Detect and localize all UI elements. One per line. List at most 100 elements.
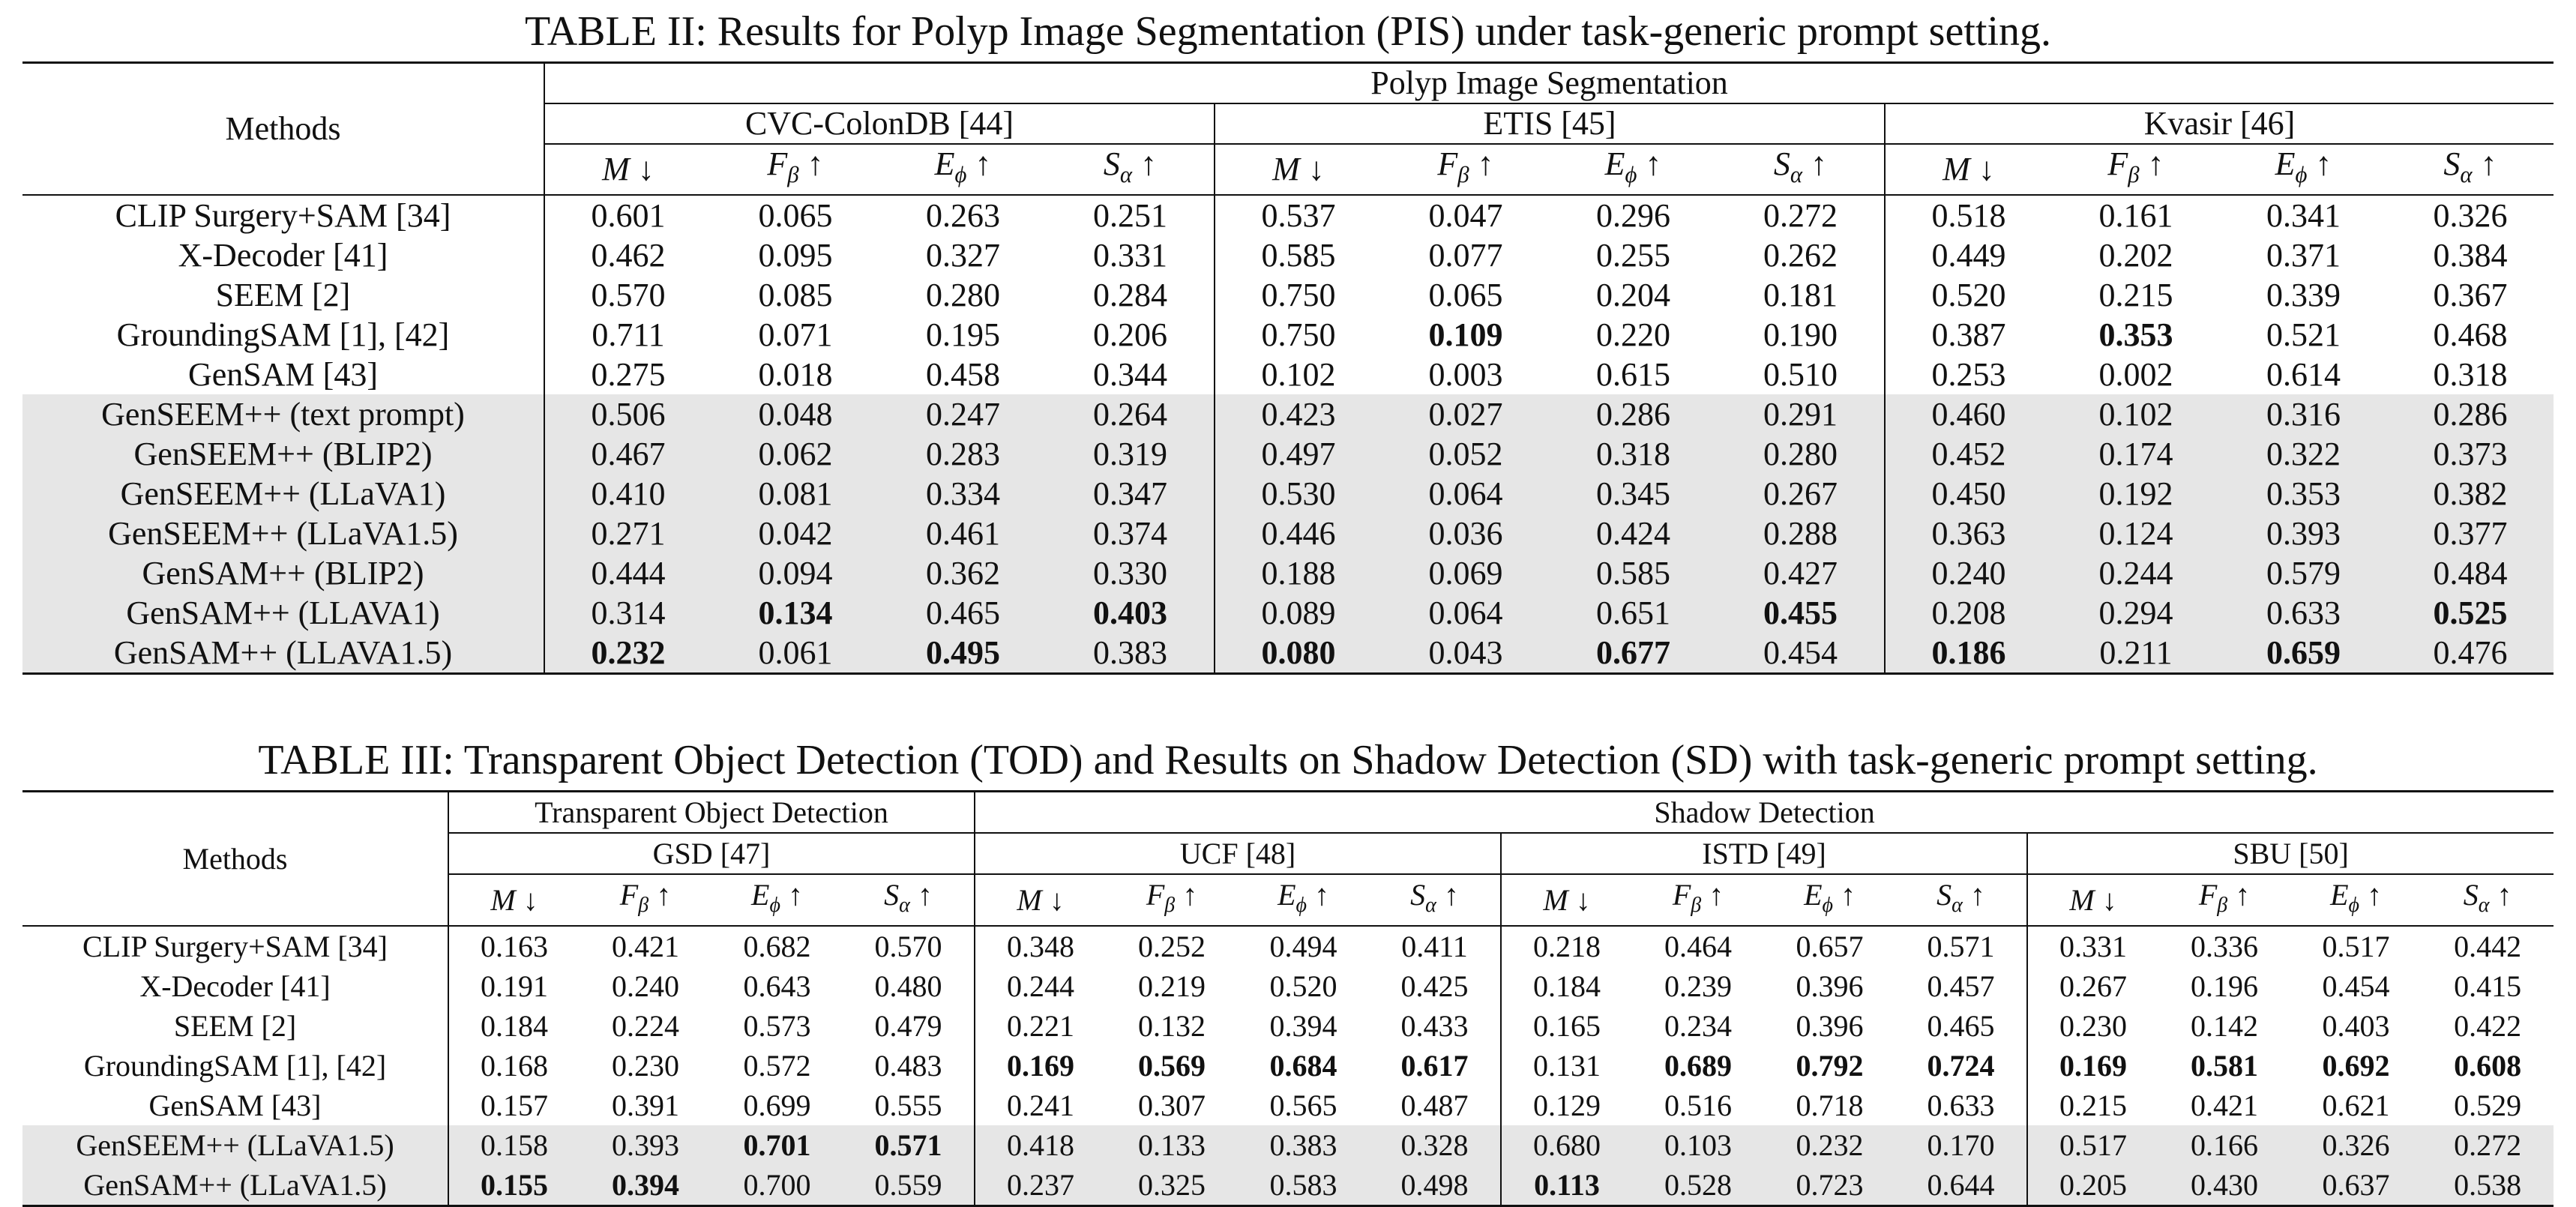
task-header: Polyp Image Segmentation: [543, 61, 2554, 104]
value-cell: 0.224: [612, 1009, 679, 1043]
method-name: GenSAM++ (LLAVA1.5): [22, 632, 544, 675]
value-cell: 0.682: [711, 925, 843, 966]
metric-header-e-phi: Eϕ ↑: [1804, 878, 1856, 917]
value-cell: 0.538: [2422, 1165, 2554, 1207]
value-cell: 0.449: [1884, 235, 2052, 275]
method-name: GenSAM++ (LLAVA1): [22, 592, 544, 633]
value-cell: 0.362: [879, 553, 1047, 593]
value-cell: 0.701: [711, 1125, 843, 1165]
value-cell: 0.373: [2387, 433, 2554, 474]
value-cell: 0.348: [974, 925, 1107, 966]
value-cell: 0.283: [879, 433, 1047, 474]
table-row: GenSAM [43] 0.275 0.018 0.458 0.344 0.102 0.00…: [22, 354, 2554, 394]
value-cell: 0.476: [2387, 632, 2554, 675]
metric-header-mae: M ↓: [1884, 144, 2052, 195]
table-3: Methods Transparent Object Detection Sha…: [22, 790, 2554, 1207]
value-cell: 0.133: [1106, 1125, 1239, 1165]
value-cell: 0.581: [2158, 1046, 2290, 1086]
value-cell: 0.391: [612, 1089, 679, 1122]
value-cell: 0.601: [544, 193, 711, 235]
value-cell: 0.383: [1238, 1125, 1370, 1165]
value-cell: 0.462: [544, 235, 711, 275]
value-cell: 0.468: [2433, 316, 2508, 353]
table-2-block: TABLE II: Results for Polyp Image Segmen…: [22, 8, 2554, 675]
metric-header-mae: M ↓: [1500, 874, 1633, 926]
value-cell: 0.318: [2433, 355, 2508, 393]
metric-header-e-phi: Eϕ ↑: [1278, 878, 1329, 917]
metric-header-e-phi: Eϕ ↑: [2330, 878, 2382, 917]
metric-header-mae: M ↓: [448, 874, 580, 926]
best-value: 0.080: [1261, 633, 1336, 671]
value-cell: 0.699: [743, 1089, 811, 1122]
value-cell: 0.232: [1764, 1125, 1896, 1165]
value-cell: 0.064: [1382, 592, 1550, 633]
value-cell: 0.202: [2098, 236, 2173, 274]
value-cell: 0.464: [1632, 925, 1765, 966]
value-cell: 0.446: [1214, 513, 1382, 553]
method-name: GenSEEM++ (LLaVA1.5): [22, 1125, 448, 1165]
value-cell: 0.643: [743, 969, 811, 1003]
value-cell: 0.002: [2098, 355, 2173, 393]
value-cell: 0.339: [2266, 276, 2341, 313]
method-name: GenSEEM++ (BLIP2): [22, 433, 544, 474]
metric-header-s-alpha: Sα ↑: [2443, 145, 2497, 187]
table-row: GenSAM++ (LLaVA1.5) 0.155 0.394 0.700 0.559 0…: [22, 1165, 2554, 1207]
value-cell: 0.608: [2422, 1046, 2554, 1086]
methods-header: Methods: [22, 790, 448, 926]
value-cell: 0.131: [1500, 1046, 1633, 1086]
metric-header-e-phi: Eϕ ↑: [934, 145, 992, 187]
metric-header-s-alpha: Sα ↑: [1410, 878, 1459, 917]
value-cell: 0.494: [1238, 925, 1370, 966]
value-cell: 0.421: [2191, 1089, 2259, 1122]
value-cell: 0.430: [2158, 1165, 2291, 1207]
value-cell: 0.215: [2098, 276, 2173, 313]
value-cell: 0.452: [1884, 433, 2052, 474]
value-cell: 0.579: [2220, 553, 2387, 593]
value-cell: 0.237: [974, 1165, 1107, 1207]
value-cell: 0.267: [2026, 966, 2159, 1006]
value-cell: 0.521: [2266, 316, 2341, 353]
value-cell: 0.421: [580, 925, 711, 966]
value-cell: 0.184: [1500, 966, 1633, 1006]
value-cell: 0.244: [2052, 553, 2220, 593]
metric-header-f-beta: Fβ ↑: [1437, 145, 1494, 187]
metric-header-s-alpha: Sα ↑: [884, 878, 933, 917]
best-value: 0.455: [1763, 594, 1838, 631]
value-cell: 0.064: [1382, 473, 1550, 514]
value-cell: 0.520: [1884, 274, 2052, 315]
table-3-caption: TABLE III: Transparent Object Detection …: [258, 737, 2318, 783]
method-name: GroundingSAM [1], [42]: [83, 1049, 387, 1083]
table-2: Methods Polyp Image Segmentation CVC-Col…: [22, 61, 2554, 675]
value-cell: 0.174: [2052, 433, 2220, 474]
value-cell: 0.280: [1717, 433, 1885, 474]
value-cell: 0.724: [1895, 1046, 2027, 1086]
value-cell: 0.585: [1550, 553, 1717, 593]
best-value: 0.134: [758, 594, 833, 631]
value-cell: 0.480: [874, 969, 942, 1003]
best-value: 0.495: [926, 633, 1000, 671]
value-cell: 0.461: [879, 513, 1047, 553]
value-cell: 0.134: [711, 592, 879, 633]
value-cell: 0.415: [2454, 969, 2522, 1003]
value-cell: 0.484: [2387, 553, 2554, 593]
value-cell: 0.750: [1214, 274, 1382, 315]
value-cell: 0.571: [843, 1125, 975, 1165]
method-name: GenSEEM++ (LLaVA1): [22, 473, 544, 514]
value-cell: 0.700: [711, 1165, 843, 1207]
value-cell: 0.262: [1763, 236, 1838, 274]
value-cell: 0.080: [1214, 632, 1382, 675]
value-cell: 0.454: [2322, 969, 2390, 1003]
value-cell: 0.191: [448, 966, 580, 1006]
value-cell: 0.267: [1717, 473, 1885, 514]
value-cell: 0.517: [2290, 925, 2422, 966]
dataset-header: CVC-ColonDB [44]: [544, 103, 1215, 145]
table-row: GenSEEM++ (text prompt) 0.506 0.048 0.247 0.…: [22, 394, 2554, 434]
methods-header: Methods: [22, 61, 544, 195]
value-cell: 0.325: [1106, 1165, 1239, 1207]
value-cell: 0.272: [2422, 1125, 2554, 1165]
best-value: 0.186: [1931, 633, 2006, 671]
value-cell: 0.345: [1550, 473, 1717, 514]
value-cell: 0.284: [1093, 276, 1167, 313]
table-row: X-Decoder [41] 0.191 0.240 0.643 0.480 0.244 0…: [22, 966, 2554, 1006]
value-cell: 0.081: [711, 473, 879, 514]
